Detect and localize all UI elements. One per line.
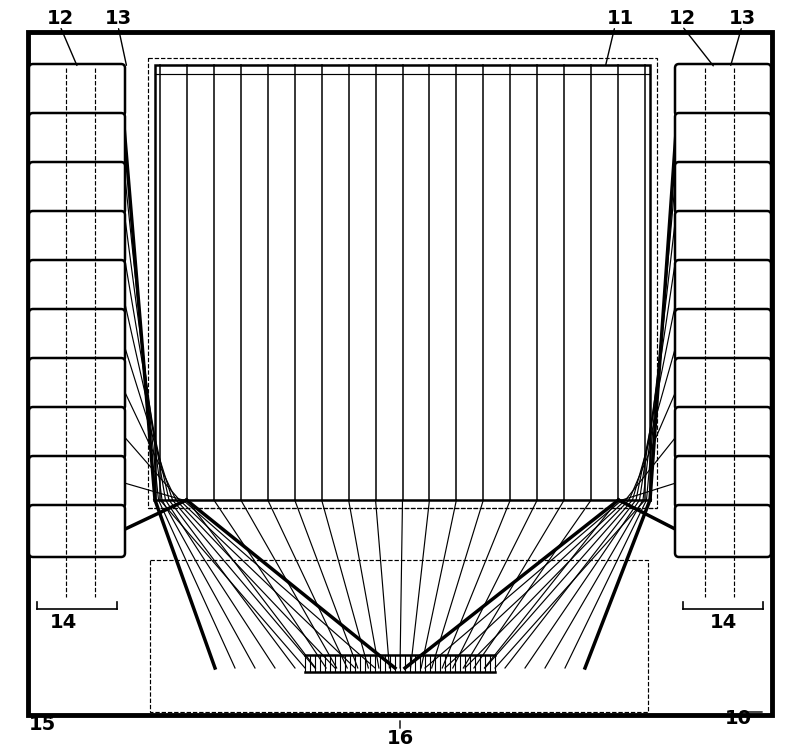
FancyBboxPatch shape (29, 505, 125, 557)
FancyBboxPatch shape (675, 358, 771, 410)
Text: 15: 15 (28, 716, 56, 735)
FancyBboxPatch shape (675, 162, 771, 214)
Text: 16: 16 (386, 729, 414, 747)
FancyBboxPatch shape (675, 260, 771, 312)
FancyBboxPatch shape (29, 260, 125, 312)
FancyBboxPatch shape (675, 113, 771, 165)
FancyBboxPatch shape (675, 407, 771, 459)
FancyBboxPatch shape (29, 113, 125, 165)
FancyBboxPatch shape (29, 211, 125, 263)
Text: 14: 14 (50, 612, 77, 631)
FancyBboxPatch shape (675, 309, 771, 361)
FancyBboxPatch shape (675, 211, 771, 263)
Text: 13: 13 (105, 8, 131, 27)
Text: 13: 13 (729, 8, 755, 27)
Text: 10: 10 (725, 708, 751, 728)
Text: 12: 12 (46, 8, 74, 27)
FancyBboxPatch shape (675, 505, 771, 557)
FancyBboxPatch shape (29, 309, 125, 361)
FancyBboxPatch shape (675, 64, 771, 116)
FancyBboxPatch shape (29, 456, 125, 508)
FancyBboxPatch shape (29, 162, 125, 214)
Text: 12: 12 (668, 8, 696, 27)
FancyBboxPatch shape (29, 358, 125, 410)
FancyBboxPatch shape (29, 407, 125, 459)
Text: 11: 11 (606, 8, 634, 27)
Text: 14: 14 (710, 612, 737, 631)
FancyBboxPatch shape (29, 64, 125, 116)
FancyBboxPatch shape (675, 456, 771, 508)
